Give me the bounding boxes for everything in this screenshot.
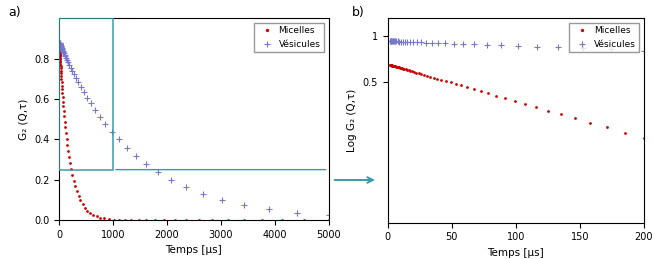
Vésicules [389,40,397,43]
Micelles [395,66,403,69]
Vésicules [387,40,395,43]
Line: Vésicules: Vésicules [57,40,331,218]
Vésicules [470,43,478,46]
Micelles [75,195,83,198]
Vésicules [392,40,400,43]
Vésicules [483,43,491,46]
Vésicules [57,43,64,46]
Vésicules [57,44,64,47]
Vésicules [388,40,396,43]
Vésicules [55,41,63,44]
Vésicules [450,42,458,45]
Vésicules [434,41,442,45]
Micelles [325,219,332,222]
Vésicules [390,40,398,43]
Vésicules [57,46,65,49]
Vésicules [442,42,449,45]
Legend: Micelles, Vésicules: Micelles, Vésicules [570,23,639,52]
Vésicules [428,41,436,44]
Vésicules [397,40,405,43]
Vésicules [417,41,425,44]
Vésicules [406,40,414,44]
Vésicules [392,40,399,43]
Vésicules [459,42,467,46]
Micelles [430,76,438,79]
Micelles [396,66,404,69]
Micelles [68,174,76,177]
X-axis label: Temps [µs]: Temps [µs] [166,246,222,255]
Bar [59,18,113,170]
Micelles [60,105,68,108]
Vésicules [497,44,505,47]
Vésicules [401,40,409,43]
Vésicules [640,49,648,52]
Micelles [386,63,394,67]
Vésicules [555,46,562,49]
Vésicules [579,47,587,50]
Line: Micelles: Micelles [58,44,330,221]
Text: a): a) [8,6,20,19]
Micelles [171,219,179,222]
Vésicules [514,44,522,47]
Micelles [55,44,63,47]
Vésicules [403,40,411,44]
Micelles [394,66,401,69]
Vésicules [386,40,394,43]
Vésicules [533,45,541,48]
Vésicules [395,40,403,43]
X-axis label: Temps [µs]: Temps [µs] [487,248,544,258]
Vésicules [422,41,430,44]
Micelles [390,64,397,67]
Y-axis label: Log G₂ (Q,τ): Log G₂ (Q,τ) [347,89,357,152]
Vésicules [386,40,394,43]
Vésicules [325,214,332,217]
Text: b): b) [351,6,365,19]
Micelles [81,206,89,209]
Line: Vésicules: Vésicules [388,38,646,53]
Line: Micelles: Micelles [389,64,645,140]
Vésicules [608,48,616,51]
Y-axis label: G₂ (Q,τ): G₂ (Q,τ) [18,98,28,140]
Vésicules [388,40,396,43]
Vésicules [56,42,64,45]
Micelles [392,65,400,68]
Vésicules [399,40,407,43]
Vésicules [394,40,401,43]
Vésicules [390,40,397,43]
Vésicules [72,77,80,80]
Legend: Micelles, Vésicules: Micelles, Vésicules [254,23,324,52]
Vésicules [57,45,65,48]
Micelles [70,179,78,183]
Vésicules [409,40,417,44]
Micelles [640,136,648,140]
Vésicules [413,41,421,44]
